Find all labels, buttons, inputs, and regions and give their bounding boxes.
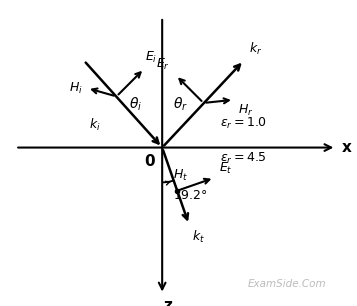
Text: $k_i$: $k_i$ <box>89 117 101 133</box>
Text: $19.2°$: $19.2°$ <box>173 189 207 202</box>
Text: $\theta_r$: $\theta_r$ <box>173 95 188 113</box>
Text: $E_r$: $E_r$ <box>156 57 170 72</box>
Text: $H_i$: $H_i$ <box>69 80 83 96</box>
Text: $\theta_i$: $\theta_i$ <box>130 95 142 113</box>
Text: $\varepsilon_r = 1.0$: $\varepsilon_r = 1.0$ <box>220 116 267 131</box>
Text: ExamSide.Com: ExamSide.Com <box>248 278 327 289</box>
Text: $k_t$: $k_t$ <box>192 229 205 245</box>
Text: 0: 0 <box>144 154 155 169</box>
Text: z: z <box>163 298 172 306</box>
Text: x: x <box>342 140 352 155</box>
Text: $\varepsilon_r = 4.5$: $\varepsilon_r = 4.5$ <box>220 151 267 166</box>
Text: $H_t$: $H_t$ <box>173 168 188 183</box>
Text: $H_r$: $H_r$ <box>238 103 253 118</box>
Text: $E_t$: $E_t$ <box>218 161 232 176</box>
Text: $k_r$: $k_r$ <box>249 41 262 57</box>
Text: $E_i$: $E_i$ <box>145 50 157 65</box>
